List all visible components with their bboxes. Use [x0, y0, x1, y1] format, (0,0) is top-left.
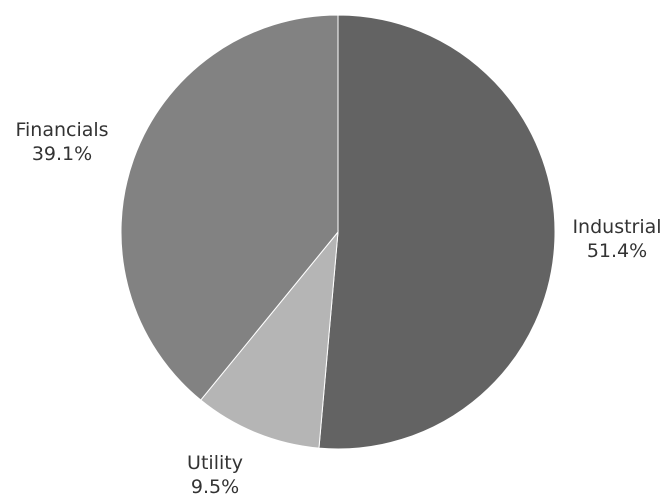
slice-value-industrial: 51.4% — [586, 240, 648, 262]
slice-name-utility: Utility — [187, 452, 243, 474]
slice-name-financials: Financials — [15, 119, 109, 141]
slice-label-industrial: Industrial 51.4% — [572, 215, 661, 263]
pie-slice-financials — [120, 14, 339, 401]
slice-label-financials: Financials 39.1% — [15, 118, 108, 166]
slice-label-utility: Utility 9.5% — [187, 451, 243, 499]
slice-value-utility: 9.5% — [190, 476, 240, 498]
slice-name-industrial: Industrial — [572, 216, 662, 238]
pie-slice-utility — [200, 230, 339, 449]
slice-value-financials: 39.1% — [31, 143, 93, 165]
pie-slice-industrial — [318, 14, 556, 450]
